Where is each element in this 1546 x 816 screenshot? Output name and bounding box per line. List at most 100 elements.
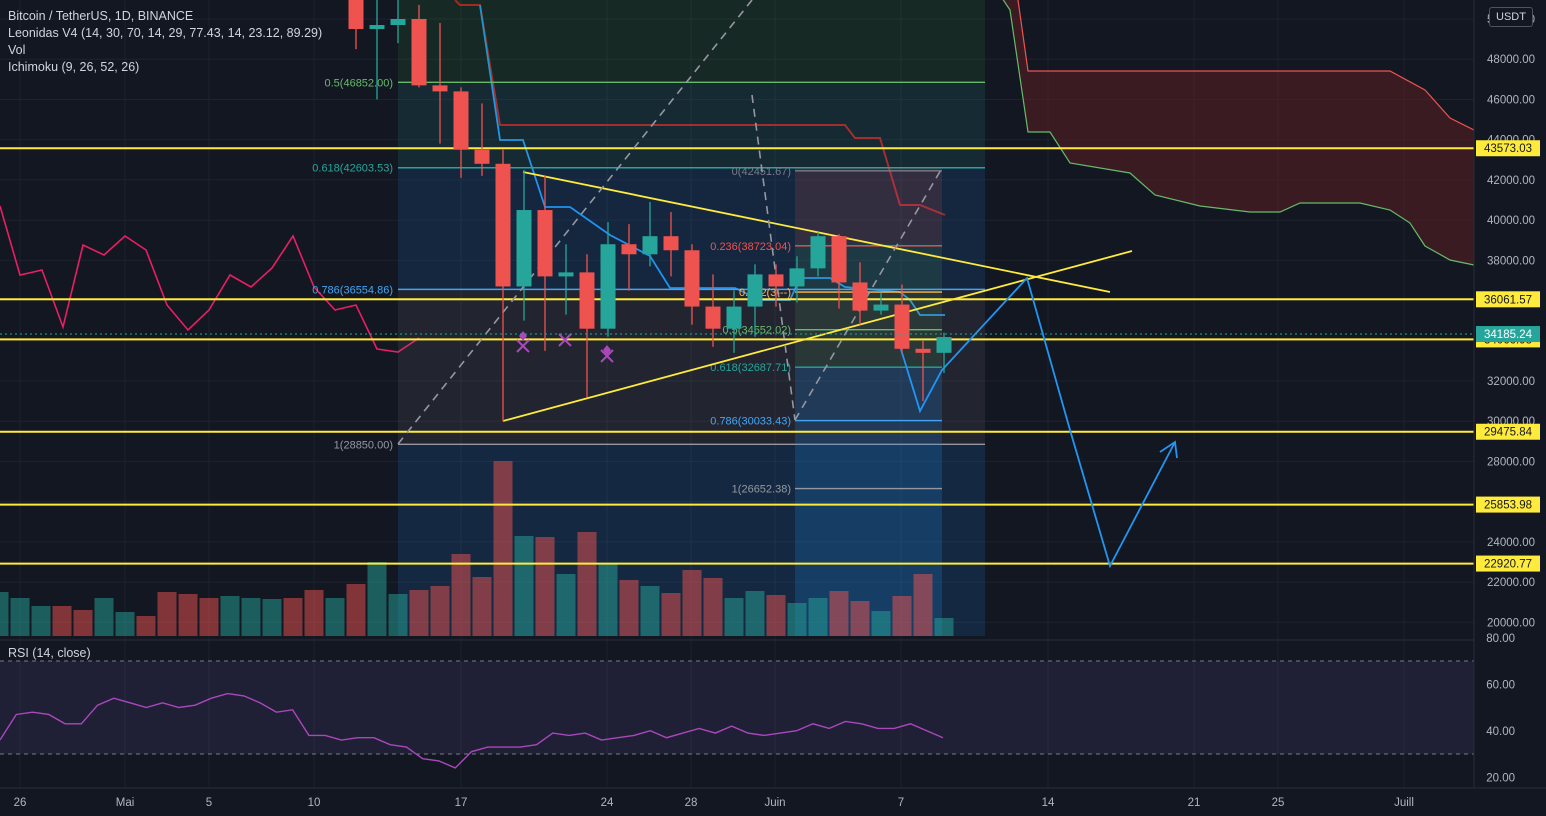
volume-bar [703, 578, 723, 636]
volume-bar [934, 618, 954, 636]
fib-b-label: 0.382(3---) [739, 287, 791, 299]
volume-bar [52, 606, 72, 636]
triangle-upper-line [522, 171, 1111, 293]
rsi-tick-label: 80.00 [1486, 633, 1515, 645]
volume-bar [640, 586, 660, 636]
volume-bar [745, 591, 765, 636]
rsi-legend[interactable]: RSI (14, close) [8, 646, 91, 660]
volume-bar [535, 537, 555, 636]
volume-bar [514, 536, 534, 636]
volume-bars [0, 461, 954, 636]
time-tick-label: Juin [764, 797, 785, 809]
fib-a-label: 0.5(46852.00) [325, 77, 394, 89]
volume-bar [10, 598, 30, 636]
volume-bar [766, 595, 786, 636]
rsi-pane [0, 639, 1546, 769]
time-tick-label: 5 [206, 797, 212, 809]
candle-body [411, 19, 427, 86]
currency-button[interactable]: USDT [1489, 7, 1533, 27]
candle-body [621, 244, 637, 255]
fib-a-label: 0.786(36554.86) [312, 284, 393, 296]
volume-bar [892, 596, 912, 636]
fib-b-label: 1(26652.38) [732, 484, 791, 496]
candle-body [432, 85, 448, 92]
rsi-tick-label: 40.00 [1486, 726, 1515, 738]
indicator-volume-label[interactable]: Vol [8, 43, 26, 57]
volume-bar [682, 570, 702, 636]
volume-bar [577, 532, 597, 636]
candle-body [936, 337, 952, 353]
dashed-trendline-b [751, 94, 796, 421]
fib-zone-a-0 [398, 0, 985, 82]
volume-bar [388, 594, 408, 636]
fib-a-label: 0.618(42603.53) [312, 163, 393, 175]
indicator-leonidas-label[interactable]: Leonidas V4 (14, 30, 70, 14, 29, 77.43, … [8, 26, 323, 40]
price-tick-label: 46000.00 [1487, 94, 1535, 106]
volume-bar [94, 598, 114, 636]
drawings[interactable] [397, 0, 1178, 569]
candle-body [789, 268, 805, 287]
signal-cross-marker [558, 333, 572, 347]
candle-body [369, 25, 385, 30]
candle-body [810, 236, 826, 269]
volume-bar [556, 574, 576, 636]
horizontal-levels[interactable] [0, 147, 1474, 565]
volume-bar [136, 616, 156, 636]
candle-body [705, 306, 721, 329]
candle-body [495, 163, 511, 287]
volume-bar [73, 610, 93, 636]
volume-bar [472, 577, 492, 636]
signal-cross-marker [600, 349, 614, 363]
volume-bar [220, 596, 240, 636]
candle-body [516, 210, 532, 287]
time-tick-label: 14 [1042, 797, 1055, 809]
candle-body [537, 210, 553, 277]
volume-bar [661, 593, 681, 636]
ichimoku-kijun [454, 0, 946, 216]
volume-bar [598, 564, 618, 636]
ichimoku-span-b [1002, 0, 1475, 266]
candle-body [873, 304, 889, 311]
level-price-label: 43573.03 [1484, 143, 1532, 155]
candle-body [558, 272, 574, 277]
volume-bar [157, 592, 177, 636]
time-tick-label: Mai [116, 797, 135, 809]
rsi-band-fill [0, 661, 1474, 754]
volume-bar [346, 584, 366, 636]
chart-legend: Bitcoin / TetherUS, 1D, BINANCE Leonidas… [8, 8, 322, 76]
candle-body [894, 304, 910, 349]
dashed-trendline-a [397, 0, 753, 445]
volume-bar [199, 598, 219, 636]
candle-body [768, 274, 784, 287]
projection-path [894, 276, 1176, 569]
fib-zone-b-0 [795, 168, 942, 243]
candle-body [915, 348, 931, 353]
candle-body [831, 236, 847, 283]
volume-bar [304, 590, 324, 636]
time-tick-label: 17 [455, 797, 468, 809]
level-price-tag [1476, 140, 1540, 157]
price-tick-label: 48000.00 [1487, 54, 1535, 66]
time-tick-label: Juill [1394, 797, 1414, 809]
level-price-label: 29475.84 [1484, 427, 1533, 439]
candles[interactable] [348, 0, 952, 422]
volume-bar [0, 592, 9, 636]
volume-bar [31, 606, 51, 636]
volume-bar [850, 601, 870, 636]
indicator-ichimoku-label[interactable]: Ichimoku (9, 26, 52, 26) [8, 60, 140, 74]
ichimoku-cloud [1003, 0, 1474, 265]
price-tick-label: 20000.00 [1487, 617, 1535, 629]
candle-body [579, 272, 595, 329]
time-tick-label: 28 [685, 797, 698, 809]
symbol-title[interactable]: Bitcoin / TetherUS, 1D, BINANCE [8, 9, 194, 23]
volume-bar [724, 598, 744, 636]
candle-body [474, 149, 490, 164]
volume-bar [367, 562, 387, 636]
fib-a-label: 1(28850.00) [334, 439, 393, 451]
time-tick-label: 10 [308, 797, 321, 809]
volume-bar [808, 598, 828, 636]
fib-b-label: 0.786(30033.43) [710, 416, 791, 428]
level-price-tag [1476, 423, 1540, 440]
